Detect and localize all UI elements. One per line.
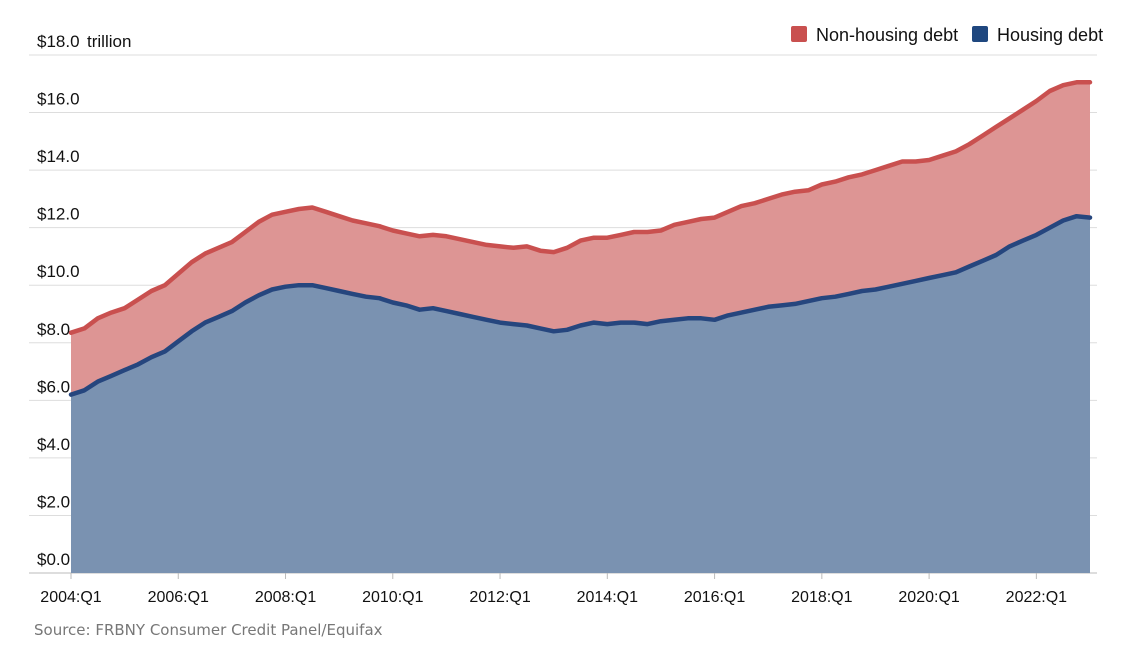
x-tick-label-0: 2004:Q1 — [40, 589, 101, 606]
y-axis-unit-label: trillion — [87, 32, 131, 51]
y-tick-label-8: $8.0 — [37, 320, 70, 339]
x-tick-label-16: 2008:Q1 — [255, 589, 316, 606]
areas — [71, 82, 1090, 573]
y-tick-label-10: $10.0 — [37, 262, 80, 281]
legend-label-non-housing[interactable]: Non-housing debt — [816, 25, 958, 45]
y-tick-label-14: $14.0 — [37, 147, 80, 166]
y-tick-label-18: $18.0 — [37, 32, 80, 51]
legend-swatch-non-housing — [791, 26, 807, 42]
x-tick-label-64: 2020:Q1 — [898, 589, 959, 606]
x-axis-ticks: 2004:Q1 2006:Q1 2008:Q1 2010:Q1 2012:Q1 2014:… — [40, 573, 1067, 606]
x-tick-label-8: 2006:Q1 — [148, 589, 209, 606]
non-housing-debt-area — [71, 82, 1090, 395]
x-tick-label-72: 2022:Q1 — [1006, 589, 1067, 606]
legend-label-housing[interactable]: Housing debt — [997, 25, 1103, 45]
source-note: Source: FRBNY Consumer Credit Panel/Equi… — [34, 621, 383, 639]
housing-debt-area — [71, 216, 1090, 573]
y-axis-ticks: $0.0 $2.0 $4.0 $6.0 $8.0 $10.0 $12.0 $14.0 $16.0… — [37, 32, 80, 569]
x-tick-label-56: 2018:Q1 — [791, 589, 852, 606]
x-tick-label-48: 2016:Q1 — [684, 589, 745, 606]
y-tick-label-0: $0.0 — [37, 550, 70, 569]
y-tick-label-16: $16.0 — [37, 90, 80, 109]
legend: Non-housing debt Housing debt — [791, 25, 1103, 45]
series-lines — [68, 80, 1093, 397]
x-tick-label-24: 2010:Q1 — [362, 589, 423, 606]
total-debt-line — [68, 80, 1093, 335]
y-tick-label-12: $12.0 — [37, 205, 80, 224]
x-tick-label-40: 2014:Q1 — [577, 589, 638, 606]
housing-debt-line — [68, 213, 1093, 397]
y-tick-label-6: $6.0 — [37, 377, 70, 396]
y-tick-label-2: $2.0 — [37, 492, 70, 511]
x-tick-label-32: 2012:Q1 — [469, 589, 530, 606]
y-tick-label-4: $4.0 — [37, 435, 70, 454]
legend-swatch-housing — [972, 26, 988, 42]
